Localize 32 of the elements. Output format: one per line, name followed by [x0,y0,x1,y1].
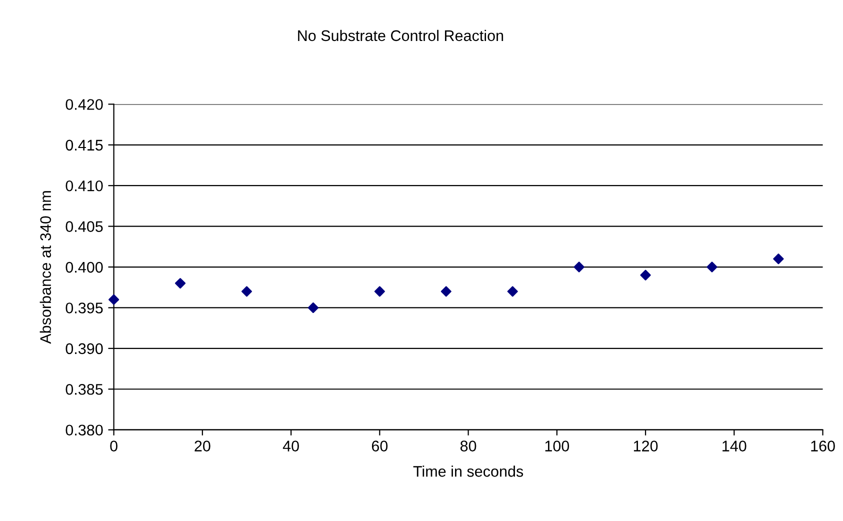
x-tick-label: 60 [372,440,388,452]
y-axis-title: Absorbance at 340 nm [40,191,52,344]
x-tick-label: 40 [282,440,299,452]
point [640,270,651,280]
x-tick-label: 140 [722,440,746,452]
point [308,302,319,314]
point [574,262,584,272]
y-tick-label: 0.385 [66,384,103,395]
y-tick-label: 0.405 [66,221,103,232]
point [706,262,718,272]
y-tick-label: 0.390 [66,343,103,354]
y-tick-label: 0.415 [66,140,103,151]
y-tick-label: 0.380 [66,424,103,436]
chart-title: No Substrate Control Reaction [298,30,504,42]
x-tick-label: 80 [460,440,476,452]
x-tick-label: 0 [110,440,118,452]
y-tick-label: 0.395 [66,302,103,314]
point [507,286,518,297]
x-tick-label: 160 [811,440,835,452]
point [108,294,120,305]
x-axis-title: Time in seconds [413,466,524,477]
y-tick-label: 0.420 [66,99,103,110]
point [773,254,784,264]
point [374,286,385,297]
x-tick-label: 100 [545,440,570,452]
x-tick-label: 20 [194,440,210,452]
point [174,278,186,289]
y-tick-label: 0.400 [66,262,103,273]
y-tick-label: 0.410 [66,180,103,192]
point [241,286,252,297]
x-tick-label: 120 [634,440,658,452]
point [440,286,452,297]
